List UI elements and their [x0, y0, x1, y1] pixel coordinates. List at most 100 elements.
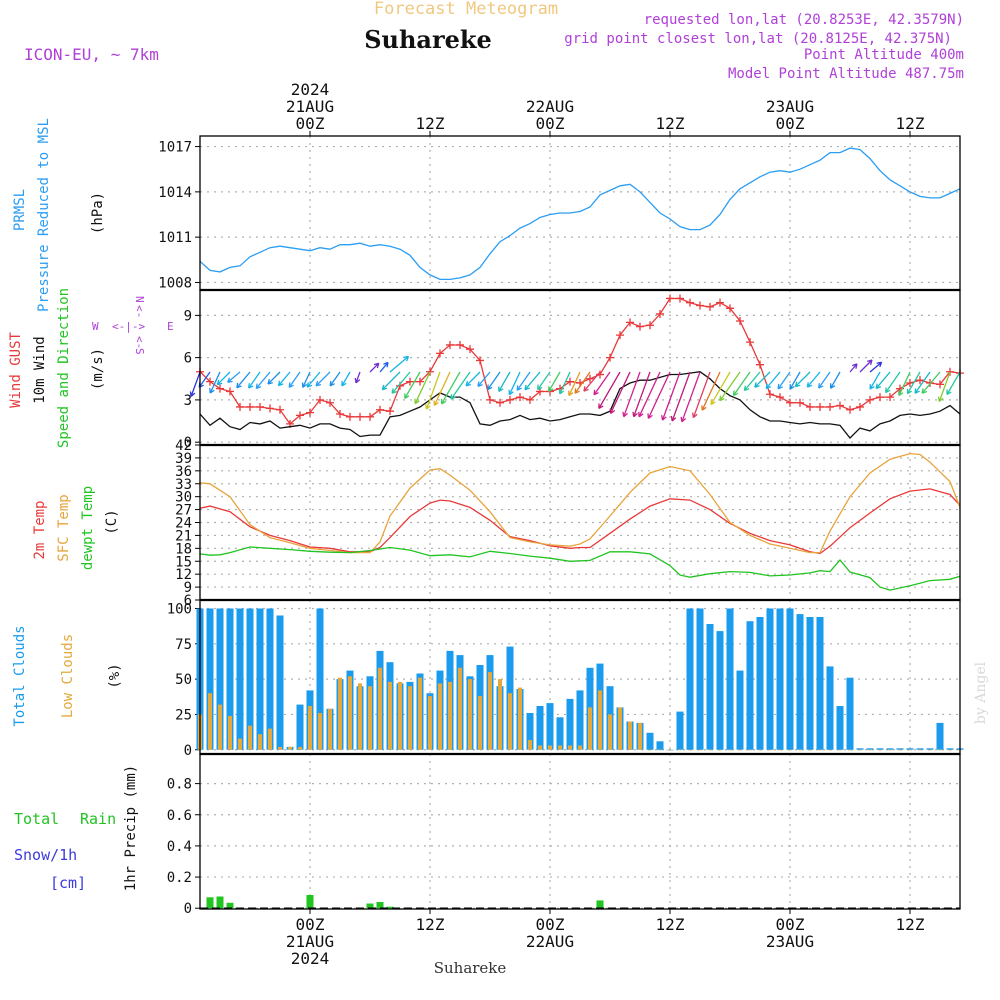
gust-marker-69 — [886, 393, 894, 402]
clouds-bar-low-clouds-75 — [948, 749, 952, 751]
compass-w: W — [92, 320, 99, 333]
clouds-bar-low-clouds-33 — [528, 739, 532, 750]
top-time-label-4-1: 00Z — [776, 114, 805, 133]
wind-arrow-68 — [869, 371, 881, 390]
clouds-bar-low-clouds-9 — [288, 746, 292, 750]
gust-marker-3 — [226, 387, 234, 396]
page-title: Suhareke — [364, 25, 492, 54]
wind-arrow-15 — [341, 371, 351, 387]
wind-arrow-59 — [777, 371, 791, 390]
bottom-time-label-4-0: 00Z — [776, 915, 805, 934]
compass-s: S — [133, 348, 146, 355]
clouds-bar-low-clouds-36 — [558, 745, 562, 750]
wind-arrow-32 — [508, 371, 521, 396]
precip-bar-rain-6 — [386, 906, 394, 909]
wind-arrow-39 — [574, 371, 591, 394]
gust-marker-26 — [456, 340, 464, 349]
clouds-bar-low-clouds-40 — [598, 690, 602, 750]
gust-marker-56 — [756, 360, 764, 369]
clouds-bar-total-clouds-50 — [696, 608, 704, 750]
wind-arrow-49 — [670, 371, 691, 422]
wind-arrow-50 — [680, 371, 701, 423]
gust-marker-30 — [496, 398, 504, 407]
clouds-bar-low-clouds-47 — [668, 749, 672, 751]
snow-unit-label: [cm] — [50, 874, 86, 892]
gust-marker-52 — [716, 298, 724, 307]
gust-marker-12 — [316, 395, 324, 404]
panels: 1008101110141017036969121518212427303336… — [158, 135, 964, 917]
gust-marker-61 — [806, 402, 814, 411]
precip-frame — [199, 753, 961, 910]
wind-arrow-47 — [647, 371, 671, 419]
clouds-bar-low-clouds-64 — [838, 749, 842, 751]
wind-arrow-6 — [248, 371, 261, 389]
point-altitude: Point Altitude 400m — [804, 47, 964, 63]
temperature-ytick-label-1: 9 — [184, 580, 192, 596]
clouds-bar-low-clouds-55 — [748, 749, 752, 751]
temperature-ytick-label-9: 33 — [175, 477, 192, 493]
gust-marker-2 — [216, 384, 224, 393]
wind-arrow-42 — [598, 371, 621, 410]
clouds-bar-low-clouds-70 — [898, 749, 902, 751]
wind-arrow-74 — [921, 371, 941, 394]
gust-marker-31 — [506, 395, 514, 404]
wind-unit-label: (m/s) — [90, 348, 106, 390]
gust-marker-45 — [646, 321, 654, 330]
clouds-bar-low-clouds-7 — [268, 728, 272, 750]
wind-arrow-33 — [516, 371, 531, 391]
gust-marker-55 — [746, 338, 754, 347]
clouds-bar-total-clouds-68 — [876, 748, 884, 750]
compass-vertical: <- — [133, 305, 146, 318]
bottom-time-label-0-1: 21AUG — [286, 932, 334, 951]
wind-arrow-60 — [789, 371, 801, 390]
precip-ytick-label-3: 0.6 — [167, 808, 192, 824]
wind-arrow-34 — [524, 371, 541, 391]
temperature-ytick-label-5: 21 — [175, 528, 192, 544]
clouds-bar-low-clouds-45 — [648, 749, 652, 751]
wind-arrow-21 — [391, 371, 411, 394]
wind-arrow-44 — [622, 371, 641, 418]
wind-arrow-22 — [404, 371, 421, 399]
wind-arrow-13 — [315, 371, 331, 387]
gust-marker-41 — [606, 353, 614, 362]
clouds-plot — [196, 608, 964, 751]
clouds-bar-total-clouds-38 — [576, 690, 584, 750]
pressure-frame — [199, 135, 961, 291]
gust-marker-27 — [466, 345, 474, 354]
precip-bar-rain-0 — [206, 897, 214, 909]
clouds-bar-low-clouds-23 — [428, 696, 432, 750]
clouds-ytick-label-2: 50 — [175, 672, 192, 688]
precip-ytick-label-1: 0.2 — [167, 870, 192, 886]
temp2m-label: 2m Temp — [32, 500, 48, 559]
clouds-bar-total-clouds-73 — [926, 748, 934, 750]
clouds-bar-low-clouds-13 — [328, 708, 332, 750]
clouds-bar-total-clouds-7 — [266, 608, 274, 750]
gust-marker-6 — [256, 402, 264, 411]
precip-ytick-label-0: 0 — [184, 901, 192, 917]
panel-precip: 0 0.2 0.4 0.6 0.8 — [167, 753, 961, 917]
clouds-bar-low-clouds-28 — [478, 696, 482, 750]
wind-arrow-11 — [301, 371, 311, 388]
clouds-bar-low-clouds-59 — [788, 749, 792, 751]
gust-marker-60 — [796, 398, 804, 407]
gust-marker-53 — [726, 304, 734, 313]
gust-marker-29 — [486, 395, 494, 404]
clouds-bar-low-clouds-74 — [938, 749, 942, 751]
grid-coords: grid point closest lon,lat (20.8125E, 42… — [564, 31, 952, 47]
clouds-bar-low-clouds-22 — [418, 677, 422, 750]
wind-arrow-52 — [701, 371, 721, 411]
gust-marker-64 — [836, 401, 844, 410]
clouds-bar-total-clouds-67 — [866, 748, 874, 750]
wind-arrow-58 — [765, 371, 781, 390]
wind-arrow-56 — [743, 371, 761, 392]
clouds-bar-total-clouds-1 — [206, 608, 214, 750]
clouds-bar-total-clouds-66 — [856, 748, 864, 750]
panel-wind: 0 3 6 9 — [184, 289, 964, 451]
gust-marker-47 — [666, 294, 674, 303]
clouds-bar-total-clouds-6 — [256, 608, 264, 750]
precip-bar-rain-7 — [596, 900, 604, 909]
wind-arrow-29 — [477, 371, 491, 388]
wind-arrow-41 — [593, 371, 611, 396]
pressure-ytick-label-2: 1014 — [158, 185, 192, 201]
